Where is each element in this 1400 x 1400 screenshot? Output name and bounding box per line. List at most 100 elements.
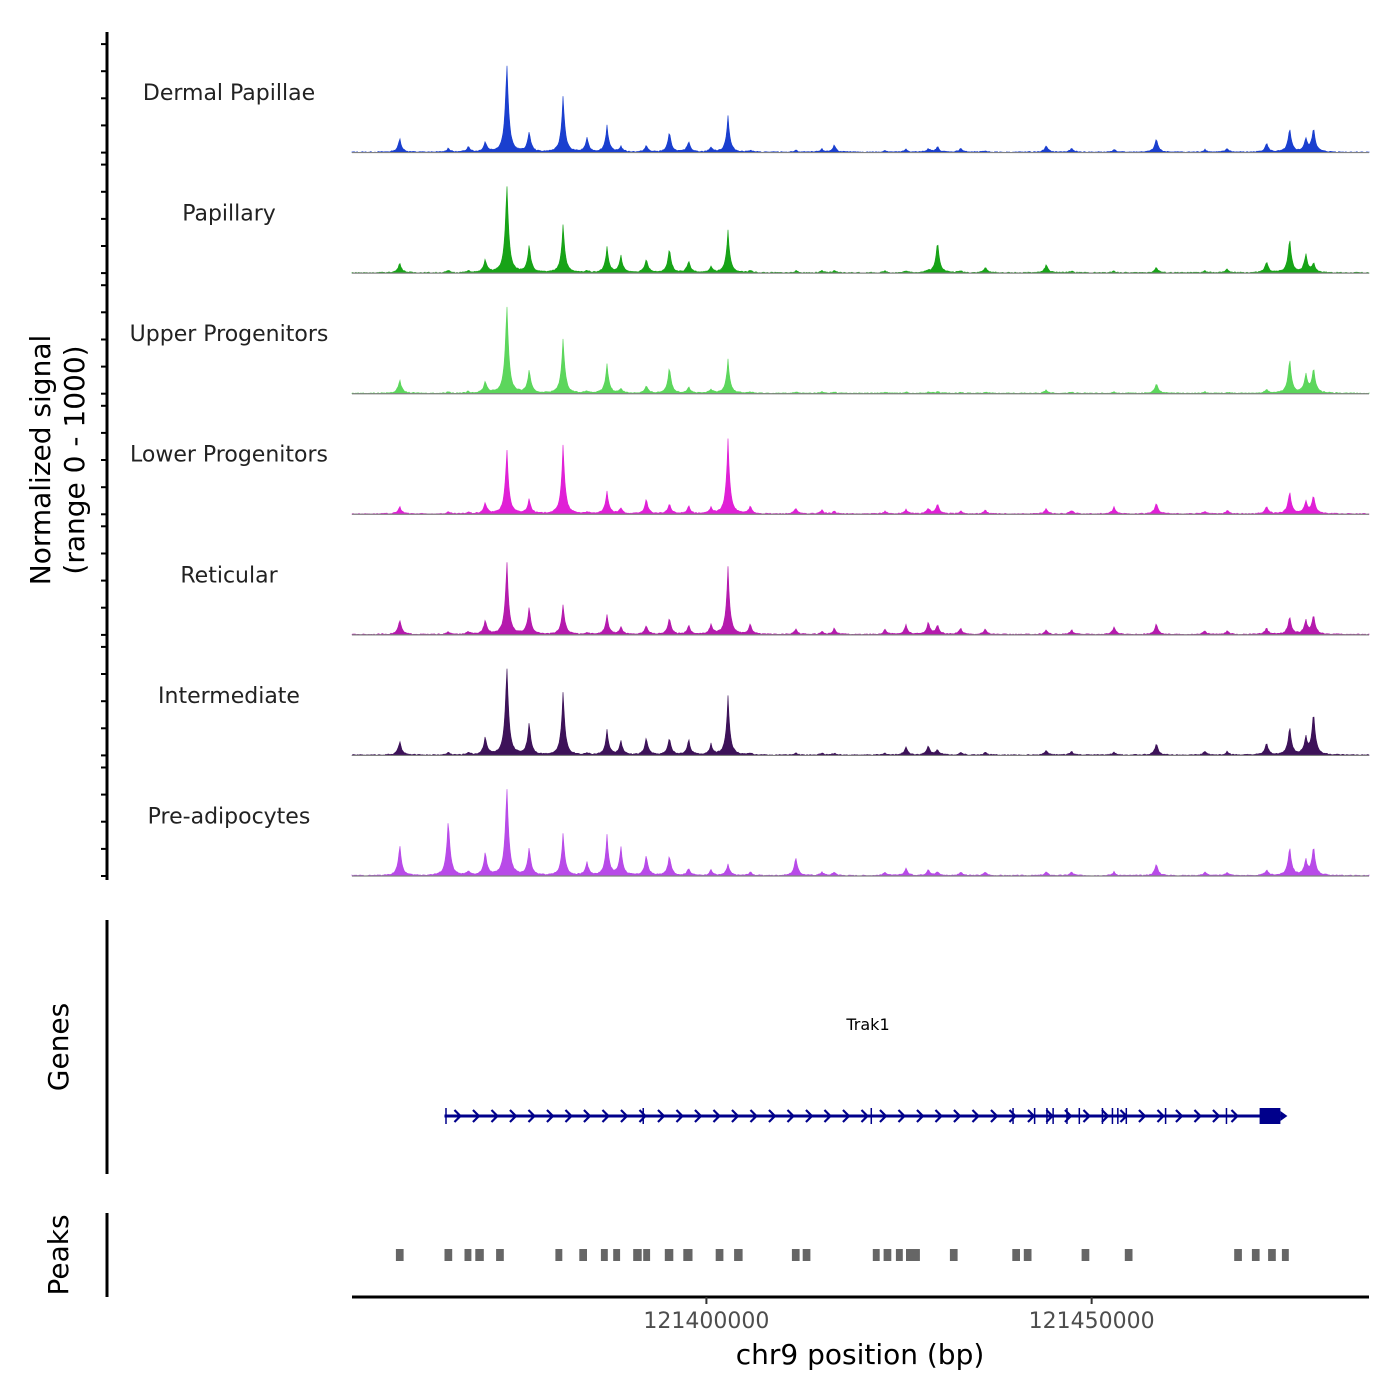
x-tick-label: 121400000 [643,1309,769,1334]
signal-y-axis [101,32,109,880]
x-axis: 121400000 121450000 chr9 position (bp) [352,1295,1369,1371]
x-axis-title: chr9 position (bp) [736,1338,985,1371]
peak-mark [395,1249,404,1261]
strand-arrow [509,1109,518,1123]
x-tick-label: 121450000 [1029,1309,1155,1334]
coverage-tracks: Dermal Papillae Papillary Upper Progenitor… [130,65,1370,877]
track-lower-progenitors: Lower Progenitors [130,438,1370,515]
track-papillary: Papillary [182,186,1370,274]
strand-arrow [971,1109,981,1123]
peak-mark [1251,1249,1260,1261]
strand-arrow [657,1109,666,1123]
peak-mark [444,1249,453,1261]
track-label: Reticular [180,563,278,588]
strand-arrow [564,1109,574,1123]
peak-mark [1124,1249,1133,1261]
peak-mark [883,1249,892,1261]
track-pre-adipocytes: Pre-adipocytes [148,789,1370,877]
gene-model-trak1 [444,1108,1288,1124]
strand-arrow [879,1109,888,1123]
strand-arrow [620,1109,629,1123]
strand-arrow [1230,1109,1240,1123]
peak-mark [1268,1249,1276,1261]
strand-arrow [527,1109,537,1123]
peak-mark [734,1249,743,1261]
peak-mark [872,1249,880,1261]
track-dermal-papillae: Dermal Papillae [143,65,1370,154]
peak-mark [664,1249,674,1261]
strand-arrow [1008,1109,1018,1123]
strand-arrow [1138,1109,1147,1123]
track-label: Upper Progenitors [130,322,329,347]
strand-arrow [953,1109,962,1123]
signal-area [351,65,1370,153]
strand-arrow [583,1109,592,1123]
gene-end-arrow [1280,1111,1288,1121]
signal-area [351,438,1370,515]
strand-arrow [1101,1109,1110,1123]
peak-mark [633,1249,642,1261]
strand-arrow [638,1109,648,1123]
peak-mark [555,1249,563,1261]
peaks-track: Peaks [42,1213,1289,1297]
peak-mark [643,1249,651,1261]
track-label: Dermal Papillae [143,81,315,106]
gene-terminal-exon [1259,1108,1281,1124]
y-axis-title-line2: (range 0 - 1000) [58,345,91,574]
peak-mark [802,1249,811,1261]
peak-mark [949,1249,958,1261]
signal-area [351,668,1370,756]
strand-arrow [712,1109,722,1123]
peak-mark [1281,1249,1289,1261]
strand-arrow [490,1109,500,1123]
peak-mark [1234,1249,1242,1261]
peak-mark [464,1249,472,1261]
y-axis-title-line1: Normalized signal [24,335,57,586]
peak-mark [906,1249,920,1261]
strand-arrow [805,1109,814,1123]
strand-arrow [768,1109,777,1123]
strand-arrow [472,1109,481,1123]
track-label: Papillary [182,202,276,227]
signal-area [351,306,1370,395]
strand-arrow [1156,1109,1166,1123]
peak-mark [600,1249,608,1261]
peak-mark [1012,1249,1020,1261]
strand-arrow [990,1109,999,1123]
peak-mark [895,1249,903,1261]
strand-arrow [1175,1109,1184,1123]
strand-arrow [1082,1109,1092,1123]
strand-arrow [731,1109,740,1123]
peak-mark [715,1249,724,1261]
strand-arrow [749,1109,759,1123]
peak-mark [579,1249,587,1261]
genes-track-label: Genes [42,1003,75,1091]
peak-mark [496,1249,504,1261]
strand-arrow [694,1109,703,1123]
peak-mark [475,1249,484,1261]
strand-arrow [675,1109,685,1123]
strand-arrow [842,1109,851,1123]
track-label: Lower Progenitors [130,443,328,468]
x-axis-ticks: 121400000 121450000 [643,1297,1155,1334]
peaks-track-label: Peaks [42,1214,75,1295]
signal-area [351,789,1370,877]
peak-mark [683,1249,693,1261]
track-intermediate: Intermediate [158,668,1370,757]
strand-arrow [823,1109,833,1123]
strand-arrow [546,1109,555,1123]
track-reticular: Reticular [180,562,1370,636]
signal-area [351,562,1370,636]
track-upper-progenitors: Upper Progenitors [130,306,1370,395]
gene-name-label: Trak1 [845,1015,889,1034]
strand-arrow [897,1109,907,1123]
track-label: Intermediate [158,684,300,709]
strand-arrow [860,1109,870,1123]
signal-area [351,186,1370,274]
strand-arrow [786,1109,796,1123]
genes-track: Genes Trak1 [42,920,1288,1174]
peak-mark [1081,1249,1090,1261]
y-axis-title-group: Normalized signal (range 0 - 1000) [24,335,91,586]
peak-marks [395,1249,1289,1261]
